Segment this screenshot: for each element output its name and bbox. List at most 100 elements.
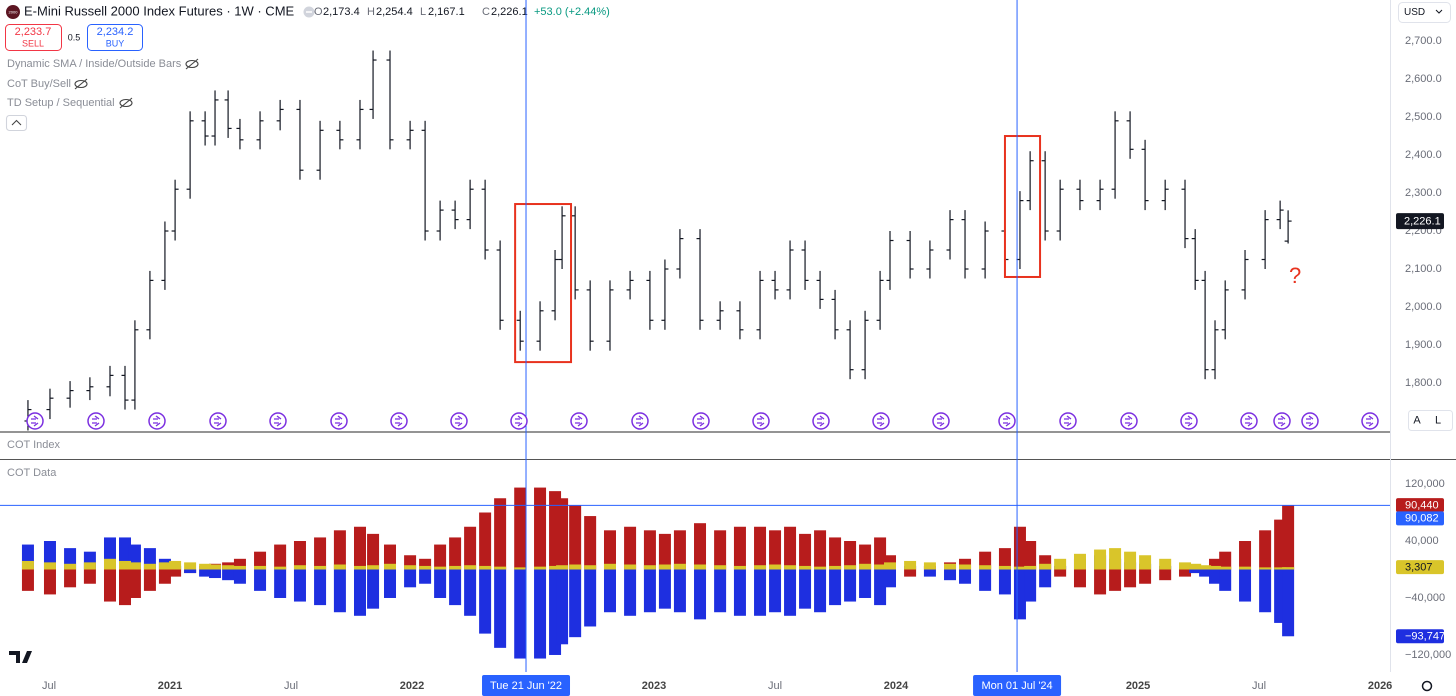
event-icon[interactable]: [872, 412, 890, 430]
cot-bar: [658, 569, 671, 609]
cot-bar: [998, 548, 1011, 570]
cot-bar: [534, 569, 547, 659]
event-icon[interactable]: [390, 412, 408, 430]
cot-bar: [494, 569, 507, 648]
y-tick-label: 120,000: [1405, 478, 1445, 490]
cot-bar: [998, 565, 1011, 570]
cot-bar: [128, 569, 141, 598]
currency-select[interactable]: [1398, 2, 1451, 23]
event-icon-arrow: [214, 415, 222, 427]
cot-bar: [464, 565, 477, 570]
cot-bar: [643, 530, 656, 570]
cot-bar: [1282, 567, 1295, 570]
cot-bar: [158, 569, 171, 584]
event-icon[interactable]: [570, 412, 588, 430]
event-icon[interactable]: [148, 412, 166, 430]
auto-button[interactable]: A: [1413, 414, 1421, 426]
event-icon-arrow: [335, 415, 343, 427]
cot-bar: [556, 565, 569, 570]
cot-bar: [333, 530, 346, 570]
y-tick-label: −40,000: [1405, 592, 1445, 604]
indicator-label[interactable]: CoT Buy/Sell: [7, 78, 71, 90]
cot-bar: [514, 569, 527, 659]
cot-bar: [829, 565, 842, 570]
cot-bar: [434, 569, 447, 598]
cot-bar: [733, 565, 746, 570]
cot-bar: [714, 569, 727, 613]
cot-bar: [923, 569, 936, 577]
cot-bar: [673, 569, 686, 613]
ohlc-value: 2,173.4: [323, 6, 360, 18]
event-icon[interactable]: [752, 412, 770, 430]
cot-bar: [494, 498, 507, 570]
sell-button[interactable]: [5, 24, 62, 51]
cot-bar: [844, 565, 857, 570]
event-icon[interactable]: [269, 412, 287, 430]
event-icon[interactable]: [692, 412, 710, 430]
cot-bar: [83, 569, 96, 584]
cot-bar: [643, 565, 656, 570]
cot-bar: [384, 569, 397, 598]
event-icon[interactable]: [1361, 412, 1379, 430]
indicator-label[interactable]: Dynamic SMA / Inside/Outside Bars: [7, 58, 182, 70]
x-tick-label: 2026: [1368, 680, 1392, 692]
event-icon[interactable]: [87, 412, 105, 430]
cot-bar: [859, 569, 872, 598]
cot-bar: [479, 512, 492, 570]
event-icon[interactable]: [1120, 412, 1138, 430]
cot-bar: [233, 558, 246, 570]
cot-bar: [1159, 558, 1172, 570]
event-icon[interactable]: [209, 412, 227, 430]
cot-bar: [1274, 567, 1287, 570]
cot-bar: [1139, 555, 1152, 570]
cot-bar: [1139, 569, 1152, 584]
cot-bar: [449, 569, 462, 606]
cot-bar: [1054, 558, 1067, 570]
y-tick-label: 2,300.0: [1405, 187, 1442, 199]
x-tick-label: Jul: [1252, 680, 1266, 692]
event-icon[interactable]: [1301, 412, 1319, 430]
event-icon[interactable]: [1059, 412, 1077, 430]
value-badge: [1396, 498, 1444, 513]
cot-bar: [169, 569, 182, 577]
last-price-label: 2,226.1: [1404, 215, 1441, 227]
event-icon[interactable]: [812, 412, 830, 430]
cot-bar: [1219, 569, 1232, 591]
event-icon[interactable]: [1273, 412, 1291, 430]
event-icon[interactable]: [998, 412, 1016, 430]
cot-bar: [464, 526, 477, 570]
cot-bar: [222, 565, 235, 570]
event-icon[interactable]: [26, 412, 44, 430]
settings-icon[interactable]: [1421, 680, 1433, 692]
logo: [6, 5, 20, 19]
event-icon[interactable]: [932, 412, 950, 430]
event-icon[interactable]: [631, 412, 649, 430]
cot-bar: [254, 551, 267, 570]
cot-bar: [1259, 569, 1272, 613]
event-icon[interactable]: [1240, 412, 1258, 430]
event-icon[interactable]: [450, 412, 468, 430]
cot-bar: [754, 565, 767, 570]
indicator-label[interactable]: TD Setup / Sequential: [7, 97, 115, 109]
cot-bar: [784, 565, 797, 570]
hidden-icons: [5, 58, 199, 132]
cot-bar: [979, 569, 992, 591]
event-icon[interactable]: [330, 412, 348, 430]
event-icon-arrow: [92, 415, 100, 427]
event-icon[interactable]: [510, 412, 528, 430]
cot-bar: [784, 569, 797, 616]
cot-bar: [1039, 569, 1052, 588]
cot-bar: [799, 533, 812, 570]
buy-button[interactable]: [87, 24, 143, 51]
cot-bar: [998, 569, 1011, 595]
event-icon-arrow: [1245, 415, 1253, 427]
cot-bar: [353, 569, 366, 616]
log-button[interactable]: L: [1435, 414, 1441, 426]
cot-bar: [274, 544, 287, 570]
event-icon[interactable]: [1180, 412, 1198, 430]
cot-bar: [367, 565, 380, 570]
cot-bar: [643, 569, 656, 613]
x-tick-label: 2024: [884, 680, 909, 692]
cot-bar: [479, 569, 492, 634]
y-tick-label: 2,000.0: [1405, 301, 1442, 313]
